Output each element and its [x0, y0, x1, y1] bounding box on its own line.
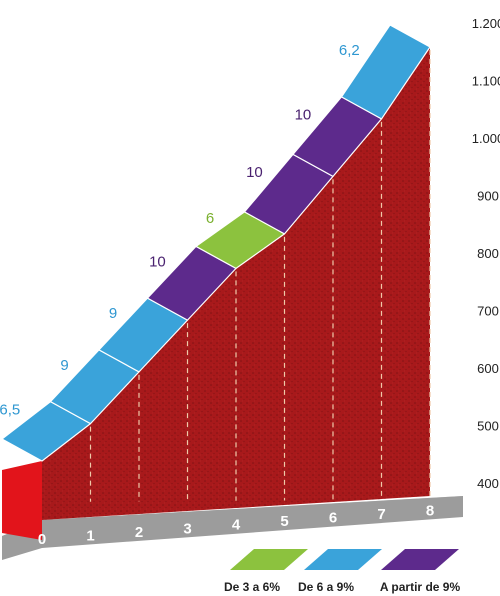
legend-label-2: De 6 a 9%: [298, 580, 354, 594]
gradient-segments: [1, 24, 431, 462]
x-tick-label: 2: [135, 524, 143, 541]
y-tick-label: 1.100: [472, 74, 500, 89]
y-tick-label: 700: [477, 304, 499, 319]
y-axis-ticks: 400 500 600 700 800 900 1.000 1.100 1.200: [472, 16, 500, 491]
base-front-face: [2, 496, 463, 560]
x-tick-label: 4: [232, 517, 241, 534]
gradient-label-3: 9: [109, 305, 117, 322]
x-tick-label: 7: [377, 506, 385, 523]
x-tick-label: 8: [426, 502, 434, 519]
y-tick-label: 600: [477, 361, 499, 376]
gradient-label-4: 10: [149, 253, 166, 270]
y-tick-label: 500: [477, 419, 499, 434]
x-tick-label: 1: [86, 527, 94, 544]
legend-swatch-2: [304, 549, 382, 570]
legend-label-3: A partir de 9%: [380, 580, 461, 594]
x-tick-label: 5: [280, 513, 288, 530]
x-tick-label: 6: [329, 510, 337, 527]
y-tick-label: 900: [477, 189, 499, 204]
x-axis-ticks: 0 1 2 3 4 5 6 7 8: [38, 502, 434, 548]
gradient-label-6: 10: [246, 164, 263, 181]
gradient-segment-8: [340, 24, 431, 120]
y-tick-label: 1.000: [472, 131, 500, 146]
gradient-label-8: 6,2: [339, 42, 360, 59]
start-block: [2, 461, 42, 540]
legend-label-1: De 3 a 6%: [224, 580, 280, 594]
km-divider-lines: [89, 50, 431, 502]
y-tick-label: 1.200: [472, 16, 500, 31]
base-slab: [2, 496, 463, 560]
x-tick-label: 0: [38, 531, 46, 548]
legend-swatch-1: [230, 549, 308, 570]
gradient-labels: 6,5 9 9 10 6 10 10 6,2: [0, 42, 360, 418]
gradient-label-1: 6,5: [0, 401, 20, 418]
y-tick-label: 800: [477, 246, 499, 261]
gradient-label-2: 9: [60, 357, 68, 374]
legend: De 3 a 6% De 6 a 9% A partir de 9%: [224, 549, 460, 594]
x-tick-label: 3: [183, 520, 191, 537]
gradient-label-5: 6: [206, 210, 214, 227]
gradient-label-7: 10: [295, 107, 312, 124]
legend-swatch-3: [381, 549, 459, 570]
y-tick-label: 400: [477, 476, 499, 491]
